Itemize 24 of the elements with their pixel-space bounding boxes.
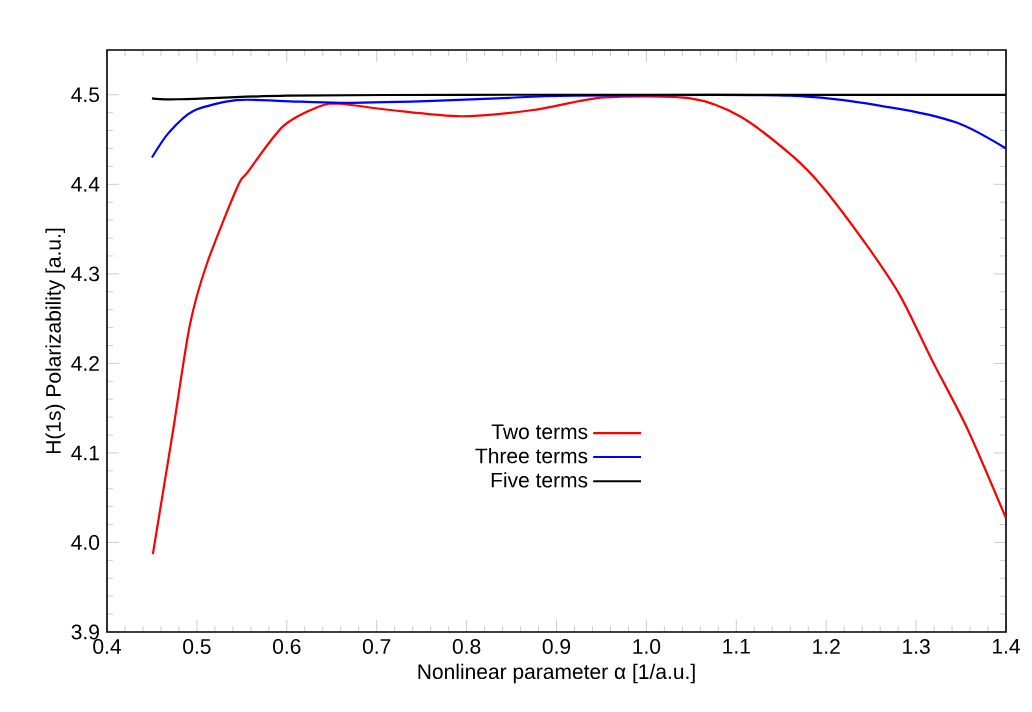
legend-label: Two terms <box>491 424 588 440</box>
y-axis-title: H(1s) Polarizability [a.u.] <box>45 228 66 454</box>
x-tick-label: 1.2 <box>813 639 840 654</box>
x-tick-label: 0.7 <box>362 639 391 654</box>
line-series <box>151 95 1007 556</box>
x-tick-label: 0.5 <box>183 639 211 654</box>
x-axis-title: Nonlinear parameter α [1/a.u.] <box>418 663 695 684</box>
y-tick-label: 4.2 <box>71 356 99 371</box>
x-tick-label: 1.3 <box>903 639 930 654</box>
y-tick-label: 4.5 <box>71 87 100 103</box>
x-tick-label: 1.4 <box>993 639 1020 654</box>
x-tick-label: 0.8 <box>452 639 481 654</box>
legend-label: Three terms <box>475 447 588 464</box>
x-tick-label: 0.4 <box>93 639 121 654</box>
y-tick-label: 3.9 <box>71 624 99 640</box>
x-tick-label: 1.1 <box>723 639 750 654</box>
y-tick-label: 4.3 <box>71 266 100 282</box>
x-tick-label: 0.9 <box>542 639 571 654</box>
x-tick-label: 0.6 <box>273 639 301 654</box>
x-tick-label: 1.0 <box>633 639 661 654</box>
y-tick-label: 4.4 <box>71 177 100 192</box>
y-tick-label: 4.1 <box>71 445 99 461</box>
y-tick-label: 4.0 <box>71 535 100 550</box>
legend-label: Five terms <box>491 472 588 488</box>
